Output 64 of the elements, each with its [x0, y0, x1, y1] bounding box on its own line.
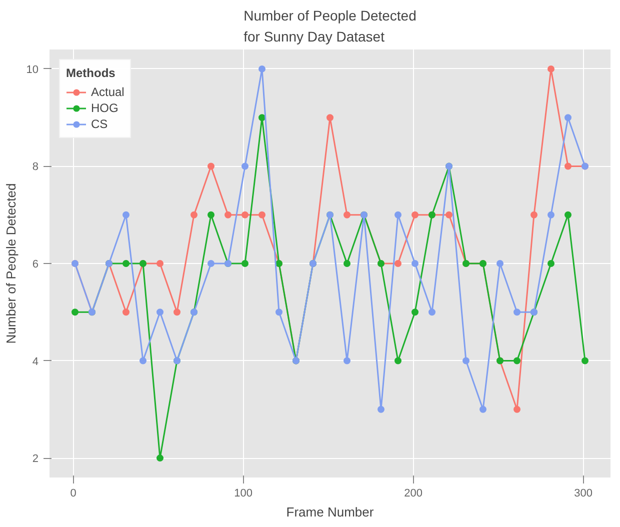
x-tick-label: 200: [404, 488, 422, 500]
point: [122, 308, 130, 316]
point: [122, 211, 130, 218]
point: [258, 211, 266, 218]
point: [514, 406, 520, 413]
point: [190, 211, 198, 218]
y-tick-label: 10: [26, 64, 39, 76]
y-axis-title: Number of People Detected: [3, 183, 18, 344]
point: [530, 211, 538, 218]
point: [412, 308, 418, 316]
legend-label: HOG: [91, 101, 118, 115]
point: [496, 260, 504, 267]
y-tick-label: 2: [32, 453, 39, 466]
point: [344, 357, 350, 364]
point: [446, 211, 452, 218]
point: [242, 211, 248, 218]
point: [140, 357, 146, 364]
point: [156, 260, 164, 267]
chart-title: Number of People Detected for Sunny Day Dataset: [244, 8, 416, 44]
point: [276, 308, 282, 316]
point: [412, 211, 418, 218]
x-axis-title: Frame Number: [286, 504, 374, 520]
legend-title: Methods: [66, 66, 116, 80]
point: [174, 308, 180, 316]
point: [208, 162, 214, 170]
x-tick-label: 300: [574, 488, 592, 500]
point: [258, 114, 266, 122]
legend-label: CS: [91, 117, 109, 131]
point: [394, 211, 402, 218]
point: [224, 211, 232, 218]
y-tick-label: 6: [32, 258, 39, 270]
point: [462, 357, 470, 364]
point: [378, 406, 384, 413]
point: [208, 260, 214, 267]
point: [208, 211, 214, 218]
point: [156, 308, 164, 316]
point: [428, 308, 436, 316]
point: [564, 114, 572, 122]
point: [72, 308, 78, 316]
y-tick-label: 4: [32, 356, 39, 368]
point: [514, 357, 520, 364]
point: [564, 162, 572, 170]
point: [514, 308, 520, 316]
point: [394, 357, 402, 364]
x-tick-label: 100: [234, 488, 252, 500]
point: [344, 260, 350, 267]
point: [548, 211, 554, 218]
point: [242, 260, 248, 267]
point: [156, 454, 164, 462]
point: [242, 162, 248, 170]
point: [548, 65, 554, 72]
point: [122, 260, 130, 267]
point: [344, 211, 350, 218]
point: [412, 260, 418, 267]
x-tick-label: 0: [70, 488, 76, 500]
point: [258, 65, 266, 72]
legend-label: Actual: [91, 85, 124, 99]
point: [326, 114, 334, 122]
point: [582, 357, 588, 364]
y-tick-label: 8: [32, 161, 39, 174]
point: [564, 211, 572, 218]
point: [394, 260, 402, 267]
point: [480, 406, 486, 413]
point: [548, 260, 554, 267]
